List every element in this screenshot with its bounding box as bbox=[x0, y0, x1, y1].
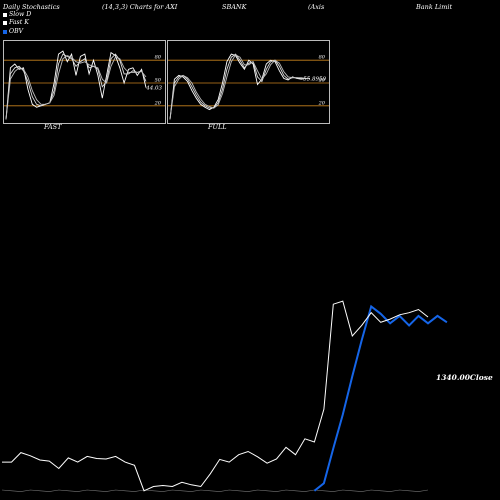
full-level-label-80: 80 bbox=[319, 55, 326, 61]
fast-level-label-80: 80 bbox=[155, 55, 162, 61]
full-series-line-3 bbox=[169, 54, 310, 120]
chart-title-part-3: SBANK bbox=[222, 3, 247, 11]
legend-swatch-obv bbox=[3, 29, 7, 34]
legend-item-slow-d: Slow D bbox=[3, 11, 31, 19]
baseline-band-line bbox=[1, 489, 429, 492]
chart-title-part-4: (Axis bbox=[308, 3, 325, 11]
legend-swatch-fast-k bbox=[3, 21, 7, 26]
fast-stochastic-plot: 80 50 20 44.03 bbox=[4, 50, 165, 120]
fast-series-line-1 bbox=[5, 50, 147, 120]
chart-title-part-5: Bank Limit bbox=[416, 3, 453, 11]
fast-last-value-label: 44.03 bbox=[145, 86, 162, 92]
obv-line bbox=[313, 304, 448, 492]
legend: Slow D Fast K OBV bbox=[3, 11, 31, 36]
legend-item-fast-k: Fast K bbox=[3, 19, 31, 27]
fast-panel-title: FAST bbox=[44, 123, 62, 131]
full-series-line-1 bbox=[169, 53, 310, 120]
fast-series-line-3 bbox=[5, 55, 147, 120]
chart-title-part-1: Daily Stochastics bbox=[3, 3, 60, 11]
legend-label-slow-d: Slow D bbox=[9, 11, 32, 18]
fast-level-label-20: 20 bbox=[154, 100, 162, 106]
legend-item-obv: OBV bbox=[3, 28, 31, 36]
full-panel-title: FULL bbox=[208, 123, 227, 131]
fast-stochastic-panel: 80 50 20 44.03 bbox=[3, 40, 166, 124]
close-price-line bbox=[2, 300, 429, 492]
full-last-value-label: 55.8950 bbox=[303, 77, 326, 83]
chart-title-part-2: (14,3,3) Charts for AXI bbox=[102, 3, 178, 11]
legend-label-obv: OBV bbox=[9, 27, 24, 35]
fast-level-label-50: 50 bbox=[155, 78, 162, 84]
full-stochastic-plot: 80 50 20 55.8950 bbox=[168, 53, 329, 120]
close-value-label: 1340.00Close bbox=[436, 373, 493, 382]
legend-swatch-slow-d bbox=[3, 13, 7, 18]
legend-label-fast-k: Fast K bbox=[9, 19, 29, 27]
full-level-label-50: 50 bbox=[319, 78, 326, 84]
fast-series-line-2 bbox=[5, 53, 147, 120]
full-stochastic-panel: 80 50 20 55.8950 bbox=[167, 40, 330, 124]
full-series-line-2 bbox=[169, 53, 310, 120]
full-level-label-20: 20 bbox=[318, 100, 326, 106]
